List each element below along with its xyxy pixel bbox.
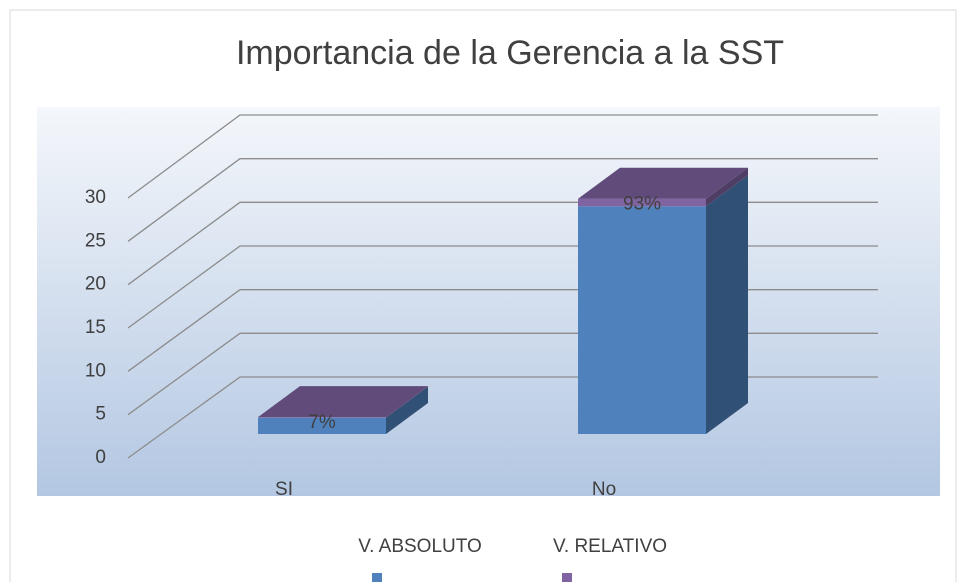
- y-tick-label: 0: [95, 447, 106, 468]
- bar: [578, 198, 706, 207]
- legend-swatch: [562, 573, 572, 582]
- legend-label: V. RELATIVO: [553, 536, 667, 557]
- legend-label: V. ABSOLUTO: [358, 536, 482, 557]
- bar-side: [706, 175, 748, 434]
- bar-side: [386, 386, 428, 418]
- bar-side: [386, 386, 428, 434]
- plot-area: [37, 107, 940, 496]
- y-tick-label: 15: [85, 317, 106, 338]
- bar: [258, 417, 386, 418]
- bar-top: [578, 167, 748, 199]
- grid-line: [127, 114, 878, 199]
- x-tick-label: SI: [275, 479, 293, 500]
- bar: [578, 206, 706, 434]
- y-tick-label: 5: [95, 404, 106, 425]
- bar-top: [258, 386, 428, 418]
- y-tick-label: 10: [85, 360, 106, 381]
- legend-swatch: [372, 573, 382, 582]
- data-label: 93%: [623, 194, 661, 215]
- x-tick-label: No: [592, 479, 616, 500]
- y-tick-label: 25: [85, 230, 106, 251]
- y-tick-label: 20: [85, 274, 106, 295]
- chart-title: Importancia de la Gerencia a la SST: [236, 34, 784, 72]
- data-label: 7%: [308, 412, 336, 433]
- grid-line: [127, 158, 878, 242]
- y-tick-label: 30: [85, 187, 106, 208]
- bar: [258, 417, 386, 434]
- bar-side: [706, 167, 748, 207]
